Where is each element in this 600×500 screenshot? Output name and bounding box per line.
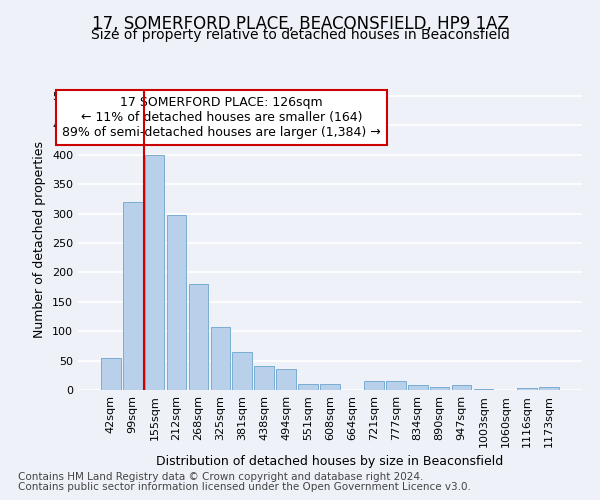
Text: Contains public sector information licensed under the Open Government Licence v3: Contains public sector information licen… bbox=[18, 482, 471, 492]
Bar bbox=[517, 388, 537, 390]
Bar bbox=[276, 369, 296, 390]
Bar bbox=[101, 358, 121, 390]
Text: 17 SOMERFORD PLACE: 126sqm
← 11% of detached houses are smaller (164)
89% of sem: 17 SOMERFORD PLACE: 126sqm ← 11% of deta… bbox=[62, 96, 381, 139]
Bar bbox=[145, 154, 164, 390]
X-axis label: Distribution of detached houses by size in Beaconsfield: Distribution of detached houses by size … bbox=[157, 455, 503, 468]
Text: 17, SOMERFORD PLACE, BEACONSFIELD, HP9 1AZ: 17, SOMERFORD PLACE, BEACONSFIELD, HP9 1… bbox=[92, 15, 508, 33]
Bar bbox=[430, 387, 449, 390]
Bar bbox=[188, 284, 208, 390]
Bar bbox=[386, 381, 406, 390]
Bar bbox=[167, 216, 187, 390]
Bar bbox=[539, 387, 559, 390]
Bar bbox=[320, 384, 340, 390]
Bar bbox=[408, 384, 428, 390]
Bar bbox=[298, 384, 318, 390]
Text: Contains HM Land Registry data © Crown copyright and database right 2024.: Contains HM Land Registry data © Crown c… bbox=[18, 472, 424, 482]
Bar bbox=[123, 202, 143, 390]
Text: Size of property relative to detached houses in Beaconsfield: Size of property relative to detached ho… bbox=[91, 28, 509, 42]
Bar bbox=[452, 386, 472, 390]
Bar bbox=[211, 327, 230, 390]
Y-axis label: Number of detached properties: Number of detached properties bbox=[34, 142, 46, 338]
Bar bbox=[364, 381, 384, 390]
Bar bbox=[254, 366, 274, 390]
Bar bbox=[232, 352, 252, 390]
